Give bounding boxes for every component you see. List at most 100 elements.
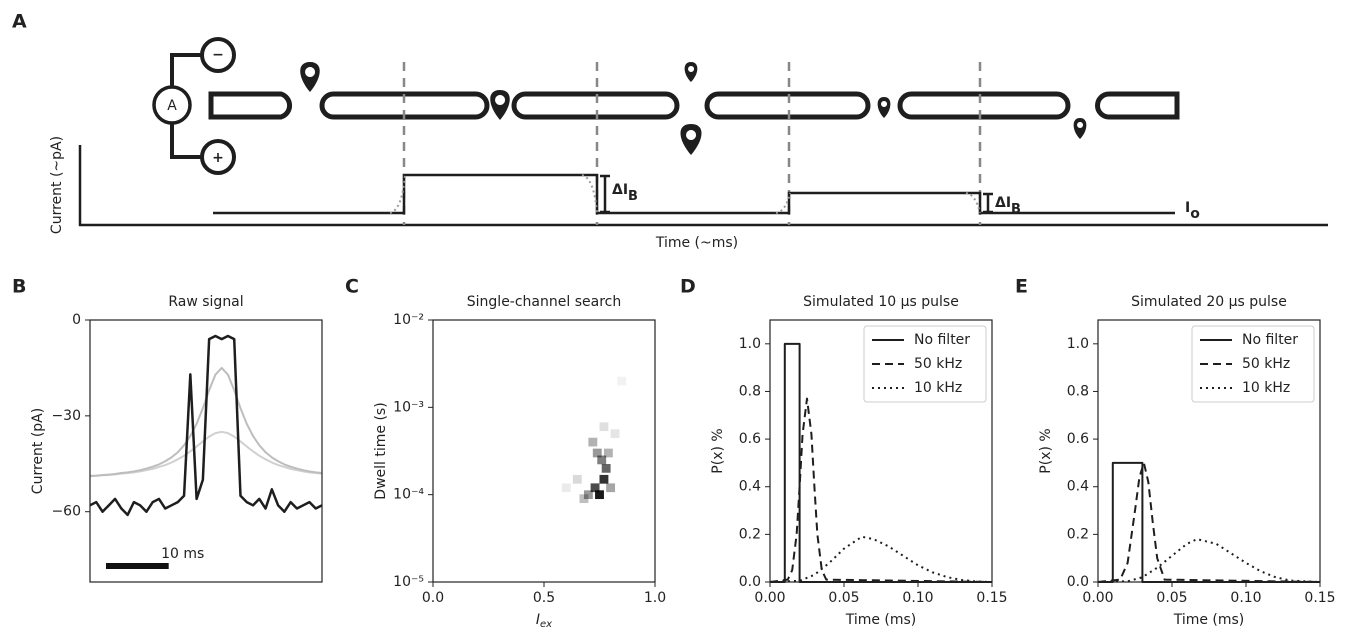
panel-label: D (680, 276, 696, 298)
diagram: Current (~pA) Time (~ms) A − + ΔIB ΔIB (49, 37, 1328, 251)
axis-label: Time (ms) (1173, 612, 1245, 628)
y-tick-label: 10⁻⁴ (393, 487, 424, 503)
plot-frame (1097, 319, 1321, 583)
y-tick-label: 0.6 (1067, 431, 1089, 447)
axis-label-main: I (536, 612, 540, 628)
legend-label: 10 kHz (1242, 380, 1290, 396)
y-tick-label: 10⁻² (393, 312, 424, 328)
series-line (89, 430, 323, 478)
electrode (200, 139, 236, 175)
axis-label: Current (~pA) (49, 136, 65, 234)
panel-label: A (12, 11, 27, 33)
heat-cell (595, 490, 604, 500)
y-tick-label: 1.0 (1067, 336, 1089, 352)
series-line (89, 334, 323, 517)
y-tick-label: 10⁻³ (393, 399, 424, 415)
y-tick-label: 0.0 (739, 574, 761, 590)
y-tick-label: −30 (51, 408, 81, 424)
heat-cell (583, 490, 593, 500)
pore (704, 91, 871, 120)
y-tick-label: 0.2 (1067, 526, 1089, 542)
y-axis-label: P(x) % (1038, 428, 1054, 473)
y-tick-label: 0.4 (1067, 479, 1089, 495)
y-tick-label: 0.8 (739, 383, 761, 399)
delta-label: ΔIB (995, 195, 1021, 217)
y-tick-label: 10⁻⁵ (393, 574, 424, 590)
pins (300, 62, 1087, 155)
legend-label: 50 kHz (1242, 356, 1290, 372)
pore (897, 91, 1071, 120)
bracket (600, 174, 993, 214)
heat-cell (606, 483, 616, 493)
x-tick-label: 0.00 (1082, 590, 1113, 606)
electrode-label: + (212, 150, 224, 166)
y-tick-label: 0.4 (739, 479, 761, 495)
pore (511, 91, 680, 120)
heat-cell (599, 422, 609, 432)
x-tick-label: 0.10 (902, 590, 933, 606)
electrode (200, 37, 236, 73)
x-tick-label: 0.15 (976, 590, 1007, 606)
axis-label-sub: ex (540, 619, 552, 629)
heat-cell (590, 483, 600, 493)
heat-cell (601, 464, 611, 473)
delta-label: ΔIB (612, 182, 638, 204)
x-tick-label: 0.00 (754, 590, 785, 606)
legend-label: 10 kHz (914, 380, 962, 396)
axis-label: Time (~ms) (655, 235, 738, 251)
y-tick-label: 0.2 (739, 526, 761, 542)
pore (1095, 91, 1180, 120)
heat-cell (603, 448, 613, 458)
heat-cell (561, 483, 571, 493)
panel-label: C (345, 276, 359, 298)
y-axis-label: P(x) % (710, 428, 726, 473)
heat-cell (588, 437, 598, 447)
y-tick-label: 1.0 (739, 336, 761, 352)
electrode-label: − (212, 47, 224, 63)
y-tick-label: 0.6 (739, 431, 761, 447)
current-trace (213, 173, 1175, 215)
filtered-trace (389, 174, 981, 214)
series-line (1097, 461, 1321, 583)
chart-title: Simulated 20 μs pulse (1131, 294, 1287, 310)
y-tick-label: −60 (51, 504, 81, 520)
plot-frame (769, 319, 993, 583)
y-tick-label: 0 (72, 312, 81, 328)
plot-frame (432, 319, 656, 583)
series-line (1098, 461, 1320, 583)
x-tick-label: 0.10 (1230, 590, 1261, 606)
y-tick-label: 0.0 (1067, 574, 1089, 590)
x-tick-label: 0.15 (1304, 590, 1335, 606)
scale-bar-label: 10 ms (161, 546, 204, 562)
ammeter-label: A (167, 98, 177, 114)
heat-cell (617, 376, 627, 386)
legend-label: No filter (1242, 332, 1298, 348)
ammeter (152, 85, 192, 125)
legend-box (863, 325, 987, 403)
plot-frame (89, 319, 323, 583)
y-tick-label: 0.8 (1067, 383, 1089, 399)
heat-cell (572, 474, 582, 484)
legend-label: 50 kHz (914, 356, 962, 372)
heat-cell (579, 494, 589, 504)
series-line (1097, 538, 1321, 583)
wire (170, 53, 202, 159)
chart-title: Simulated 10 μs pulse (803, 294, 959, 310)
axis-label: Time (ms) (845, 612, 917, 628)
heat-cell (592, 448, 602, 458)
panel-label: E (1015, 276, 1028, 298)
x-tick-label: 0.05 (1156, 590, 1187, 606)
series-line (769, 397, 993, 583)
series-line (769, 535, 993, 583)
x-tick-label: 0.05 (828, 590, 859, 606)
heat-cell (597, 455, 607, 465)
legend-box (1191, 325, 1315, 403)
axis-label: Iex (536, 612, 552, 629)
heat-cell (599, 474, 609, 484)
legend-label: No filter (914, 332, 970, 348)
pore (208, 91, 292, 120)
x-tick-label: 0.5 (533, 590, 555, 606)
heat-cell (610, 429, 620, 438)
x-tick-label: 0.0 (422, 590, 444, 606)
